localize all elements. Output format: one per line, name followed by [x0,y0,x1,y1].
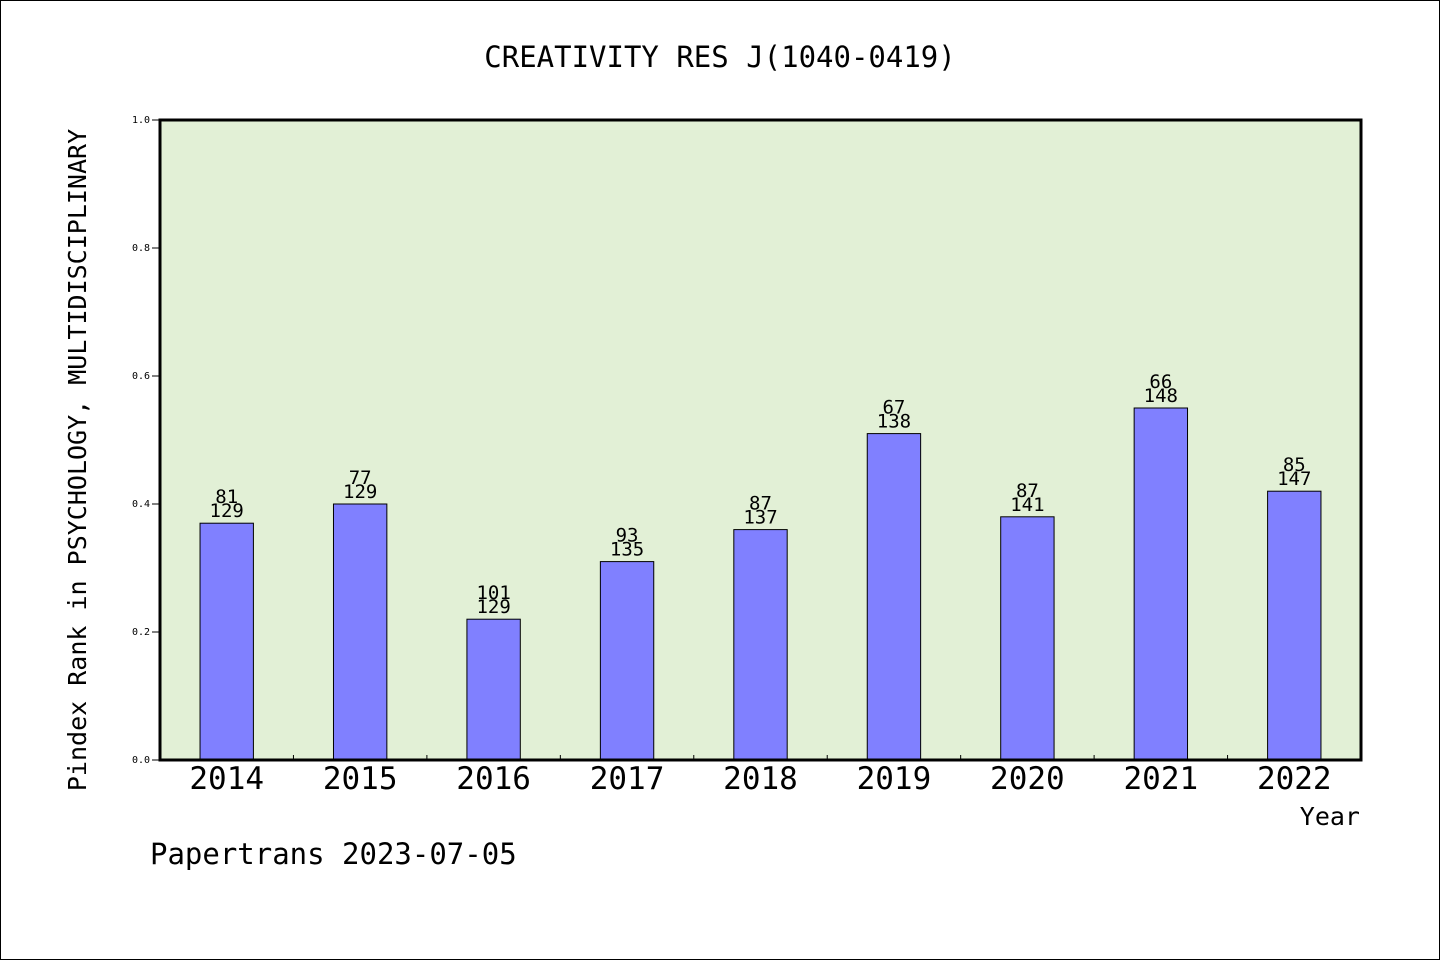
x-axis: 2014 2015 2016 2017 2018 2019 2020 2021 2022 [189,755,1332,797]
x-tick-label-2014: 2014 [189,761,264,797]
bar-2019 [866,433,922,761]
y-axis-label: Pindex Rank in PSYCHOLOGY, MULTIDISCIPLI… [63,129,92,791]
bar-total-label-2016: 129 [476,596,510,618]
bar-rank-label-2015: 77 [349,467,372,489]
bar-total-label-2018: 137 [743,507,777,529]
y-tick-label-0.4: 0.4 [132,499,150,510]
plot-frame [158,118,1363,762]
x-tick-label-2015: 2015 [323,761,398,797]
bars-layer [199,407,1322,761]
x-tick-label-2021: 2021 [1124,761,1199,797]
x-axis-label: Year [1300,802,1360,831]
bar-total-label-2014: 129 [210,500,244,522]
y-tick-label-0.8: 0.8 [132,243,150,254]
bar-labels-layer: 8112977129101129931358713767138871416614… [210,371,1312,618]
bar-total-label-2019: 138 [877,411,911,433]
bar-2022 [1267,490,1322,761]
x-tick-label-2018: 2018 [723,761,798,797]
bar-total-label-2015: 129 [343,481,377,503]
y-tick-label-1.0: 1.0 [132,115,150,126]
bar-total-label-2020: 141 [1010,494,1044,516]
x-tick-label-2019: 2019 [857,761,932,797]
bar-2016 [466,618,521,761]
bar-2015 [332,503,388,761]
watermark-text: Papertrans 2023-07-05 [150,837,517,871]
bar-rank-label-2017: 93 [616,525,639,547]
y-tick-label-0.6: 0.6 [132,371,150,382]
bar-total-label-2021: 148 [1144,385,1178,407]
bar-rank-label-2019: 67 [882,397,905,419]
x-tick-label-2022: 2022 [1257,761,1332,797]
bar-total-label-2022: 147 [1277,468,1311,490]
bar-rank-label-2014: 81 [215,486,238,508]
bar-2014 [199,522,254,761]
x-tick-label-2017: 2017 [590,761,665,797]
chart-title: CREATIVITY RES J(1040-0419) [484,40,955,74]
bar-2017 [599,561,655,761]
bar-rank-label-2021: 66 [1149,371,1172,393]
bar-2020 [1000,516,1055,761]
bar-2021 [1133,407,1189,761]
x-tick-label-2020: 2020 [990,761,1065,797]
bar-2018 [733,529,788,761]
bar-rank-label-2020: 87 [1016,480,1039,502]
bar-rank-label-2022: 85 [1283,454,1306,476]
x-tick-label-2016: 2016 [456,761,531,797]
bar-total-label-2017: 135 [610,539,644,561]
y-tick-label-0.2: 0.2 [132,627,150,638]
bar-rank-label-2016: 101 [476,582,510,604]
y-tick-label-0.0: 0.0 [132,755,150,766]
bar-rank-label-2018: 87 [749,493,772,515]
